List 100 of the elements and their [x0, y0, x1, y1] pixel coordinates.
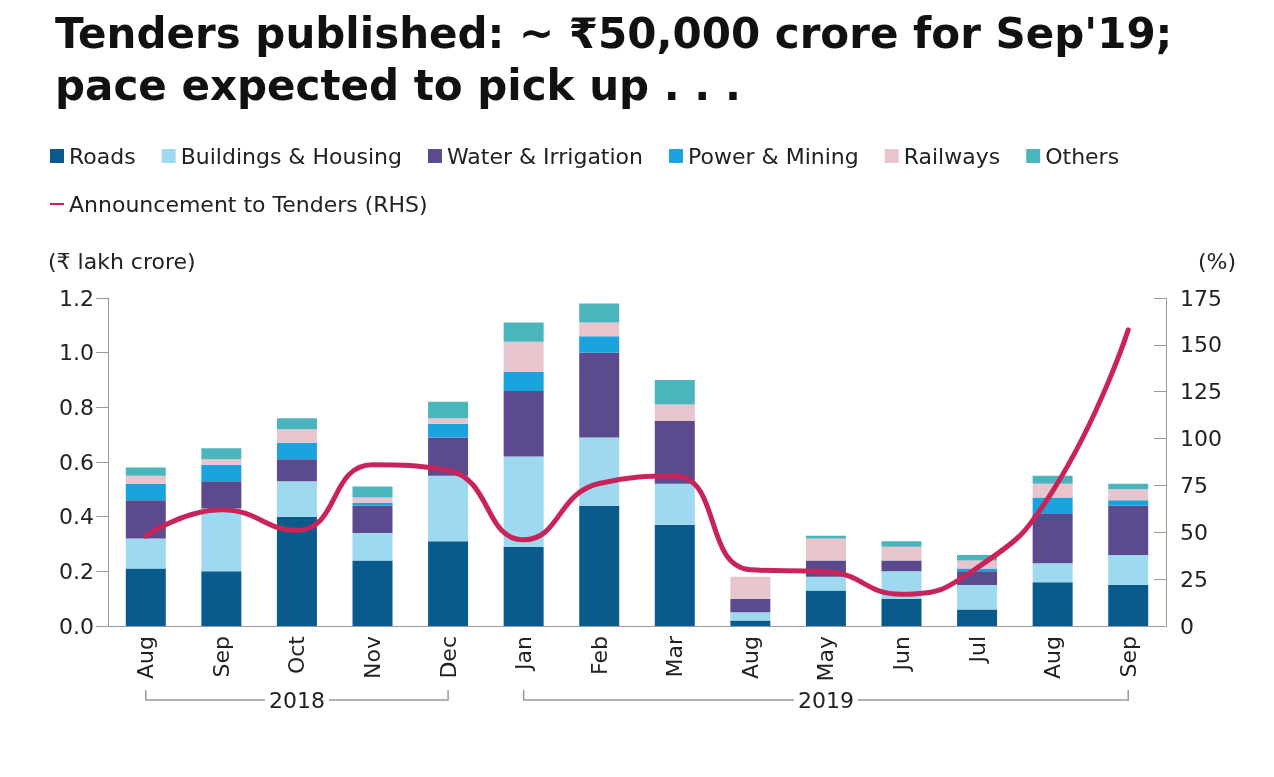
- bar: [125, 500, 166, 539]
- bar: [276, 516, 317, 626]
- bar: [579, 352, 620, 438]
- bar: [1108, 505, 1149, 555]
- x-tick-label: Aug: [737, 636, 763, 679]
- y-tick-label: 0.8: [59, 394, 94, 420]
- bar: [654, 421, 695, 484]
- x-tick-label: Jan: [511, 636, 537, 672]
- x-tick-label: Oct: [284, 635, 310, 675]
- bar: [352, 497, 393, 503]
- bar: [654, 483, 695, 525]
- x-tick-label: Dec: [435, 636, 461, 679]
- bar: [1108, 585, 1149, 626]
- bar: [276, 429, 317, 443]
- bar: [1108, 500, 1149, 506]
- text: 2018: [268, 687, 325, 713]
- x-tick-label: Sep: [208, 636, 234, 678]
- bar: [276, 418, 317, 430]
- bar: [654, 524, 695, 626]
- y2-tick-label: 50: [1180, 519, 1208, 545]
- x-tick-label: Jul: [964, 636, 990, 665]
- bar: [352, 505, 393, 534]
- bar: [881, 546, 922, 561]
- bar: [805, 576, 846, 591]
- bar: [201, 448, 242, 460]
- bar: [428, 423, 469, 438]
- x-tick-label: Sep: [1115, 636, 1141, 678]
- y-axis-title: (₹ lakh crore): [48, 248, 196, 274]
- bar: [730, 598, 771, 613]
- bar: [503, 341, 544, 372]
- x-tick-label: May: [813, 636, 839, 682]
- bar: [730, 612, 771, 621]
- bar: [654, 380, 695, 405]
- x-tick-label: Aug: [1040, 636, 1066, 679]
- bar: [579, 336, 620, 353]
- bar: [201, 571, 242, 626]
- bar: [1032, 582, 1073, 626]
- bar: [1032, 513, 1073, 564]
- bar: [201, 508, 242, 572]
- bar: [276, 442, 317, 460]
- bar: [428, 475, 469, 542]
- bar: [579, 322, 620, 337]
- bar: [579, 505, 620, 626]
- bar: [957, 585, 998, 610]
- bar: [503, 390, 544, 457]
- y-tick-label: 1.2: [59, 285, 94, 311]
- y-tick-label: 0.0: [59, 613, 94, 639]
- bar: [730, 620, 771, 626]
- y2-tick-label: 0: [1180, 613, 1194, 639]
- x-tick-label: Feb: [586, 636, 612, 675]
- bar: [125, 483, 166, 501]
- bar: [730, 576, 771, 599]
- x-tick-label: Jun: [889, 636, 914, 673]
- bar: [579, 303, 620, 323]
- bar: [1108, 554, 1149, 585]
- legend-label: Power & Mining: [688, 143, 859, 169]
- bar: [503, 456, 544, 547]
- bar: [352, 503, 393, 506]
- bar: [201, 464, 242, 482]
- bar: [654, 404, 695, 421]
- legend-label: Others: [1045, 143, 1120, 169]
- bar: [805, 590, 846, 626]
- bar: [125, 538, 166, 569]
- bar: [352, 486, 393, 498]
- y2-tick-label: 125: [1180, 379, 1222, 405]
- bar: [503, 371, 544, 391]
- bar: [881, 560, 922, 572]
- y2-tick-label: 25: [1180, 566, 1208, 592]
- legend-label: Railways: [903, 143, 1001, 169]
- y2-tick-label: 175: [1180, 285, 1222, 311]
- legend-label: Water & Irrigation: [446, 143, 644, 169]
- y2-tick-label: 100: [1180, 426, 1222, 452]
- bar: [957, 609, 998, 626]
- bar: [1108, 483, 1149, 490]
- bar: [276, 481, 317, 517]
- bar: [1108, 489, 1149, 501]
- bar: [201, 481, 242, 509]
- bar: [1032, 563, 1073, 583]
- chart-title: Tenders published: ~ ₹50,000 crore for Sep'19; pace expected to pick up . . .: [55, 8, 1174, 112]
- y2-tick-label: 150: [1180, 332, 1222, 358]
- text: 2019: [797, 687, 854, 713]
- bar: [428, 541, 469, 626]
- x-tick-label: Aug: [133, 636, 159, 679]
- bar: [503, 322, 544, 342]
- y2-axis-title: (%): [1197, 248, 1236, 274]
- bar: [201, 459, 242, 465]
- bar: [881, 541, 922, 547]
- bar: [805, 535, 846, 539]
- legend-label: Buildings & Housing: [180, 143, 402, 169]
- bar: [428, 401, 469, 419]
- legend-label: Announcement to Tenders (RHS): [69, 191, 428, 217]
- bar: [352, 533, 393, 561]
- bar: [352, 560, 393, 626]
- bar: [881, 598, 922, 626]
- bar: [125, 467, 166, 476]
- y-tick-label: 0.2: [59, 558, 94, 584]
- bar: [125, 568, 166, 626]
- y-tick-label: 0.4: [59, 504, 94, 530]
- x-tick-label: Nov: [360, 636, 385, 679]
- bar: [125, 475, 166, 484]
